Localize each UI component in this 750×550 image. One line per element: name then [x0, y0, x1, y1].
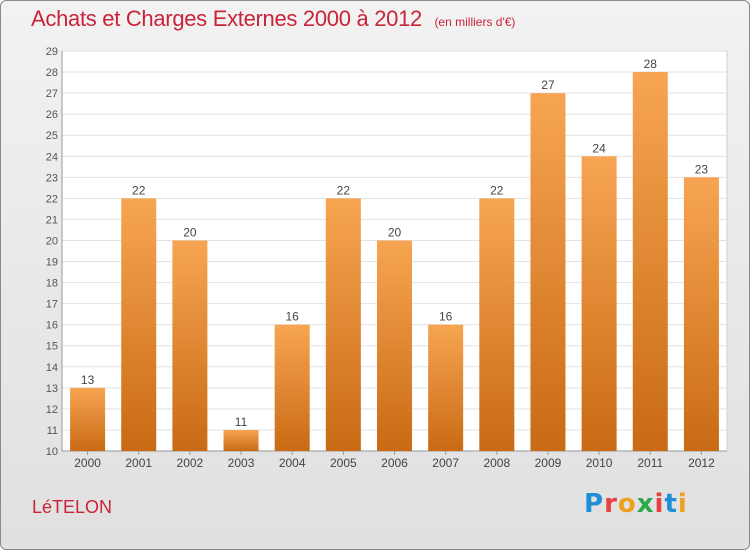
title-row: Achats et Charges Externes 2000 à 2012 (…: [31, 6, 515, 32]
logo-letter: P: [584, 489, 605, 519]
y-tick-label: 20: [46, 235, 58, 247]
bar-2007[interactable]: [428, 324, 464, 451]
y-tick-label: 10: [46, 446, 58, 458]
y-tick-label: 25: [46, 130, 58, 142]
bar-2008[interactable]: [479, 198, 515, 451]
bar-2002[interactable]: [172, 240, 208, 451]
bar-value-label: 23: [695, 162, 709, 176]
bar-2005[interactable]: [325, 198, 361, 451]
logo-letter: i: [677, 489, 688, 519]
logo-letter: o: [617, 489, 637, 519]
x-tick-label: 2012: [688, 456, 715, 470]
bar-2012[interactable]: [683, 177, 719, 451]
y-tick-label: 18: [46, 278, 58, 290]
x-tick-label: 2004: [279, 456, 306, 470]
x-tick-label: 2000: [74, 456, 101, 470]
x-tick-label: 2003: [228, 456, 255, 470]
bar-value-label: 11: [235, 415, 248, 429]
bar-2004[interactable]: [274, 324, 310, 451]
y-tick-label: 19: [46, 257, 58, 269]
x-tick-label: 2009: [535, 456, 562, 470]
y-tick-label: 24: [46, 151, 58, 163]
y-tick-label: 15: [46, 341, 58, 353]
y-tick-label: 28: [46, 67, 58, 79]
bar-value-label: 22: [490, 183, 504, 197]
bar-value-label: 27: [541, 78, 555, 92]
bar-value-label: 20: [388, 225, 402, 239]
bar-2010[interactable]: [581, 156, 617, 451]
y-tick-label: 12: [46, 404, 58, 416]
bar-value-label: 16: [439, 310, 453, 324]
x-tick-label: 2007: [432, 456, 459, 470]
bar-2011[interactable]: [632, 72, 668, 451]
logo-letter: t: [664, 489, 678, 519]
chart-unit: (en milliers d'€): [434, 15, 516, 29]
y-tick-label: 13: [46, 383, 58, 395]
bar-value-label: 28: [644, 57, 658, 71]
x-tick-label: 2002: [177, 456, 204, 470]
bar-value-label: 24: [592, 141, 606, 155]
commune-name: LéTELON: [32, 497, 113, 517]
x-tick-label: 2008: [483, 456, 510, 470]
bar-layer: [70, 72, 719, 452]
y-tick-label: 11: [47, 425, 58, 437]
proxiti-logo[interactable]: Proxiti: [584, 489, 688, 519]
x-tick-label: 2011: [637, 456, 663, 470]
bar-2001[interactable]: [121, 198, 157, 451]
y-tick-label: 27: [46, 88, 58, 100]
y-tick-label: 17: [46, 299, 58, 311]
bar-2000[interactable]: [70, 387, 106, 451]
bar-value-label: 20: [183, 225, 197, 239]
y-tick-label: 23: [46, 172, 58, 184]
y-tick-label: 29: [46, 46, 58, 58]
logo-letter: r: [604, 489, 618, 519]
y-tick-label: 14: [46, 362, 58, 374]
y-tick-label: 26: [46, 109, 58, 121]
x-tick-label: 2001: [125, 456, 152, 470]
bar-value-label: 22: [132, 183, 146, 197]
logo-letter: i: [654, 489, 665, 519]
label-layer: 10 11 12 13 14 15 16 17 18 19 20 21 22 23 24 25 26 27 28 29…: [46, 46, 715, 470]
bar-value-label: 16: [286, 310, 300, 324]
bar-2006[interactable]: [377, 240, 412, 451]
y-tick-label: 16: [46, 320, 58, 332]
logo-letter: x: [636, 489, 655, 519]
x-tick-label: 2006: [381, 456, 408, 470]
bar-2009[interactable]: [530, 93, 566, 452]
y-tick-label: 21: [46, 214, 58, 226]
bar-2003[interactable]: [223, 429, 259, 451]
x-tick-label: 2010: [586, 456, 613, 470]
x-tick-label: 2005: [330, 456, 357, 470]
bar-value-label: 22: [337, 183, 351, 197]
y-tick-label: 22: [46, 193, 58, 205]
bar-value-label: 13: [81, 373, 95, 387]
chart-title: Achats et Charges Externes 2000 à 2012: [31, 6, 422, 31]
